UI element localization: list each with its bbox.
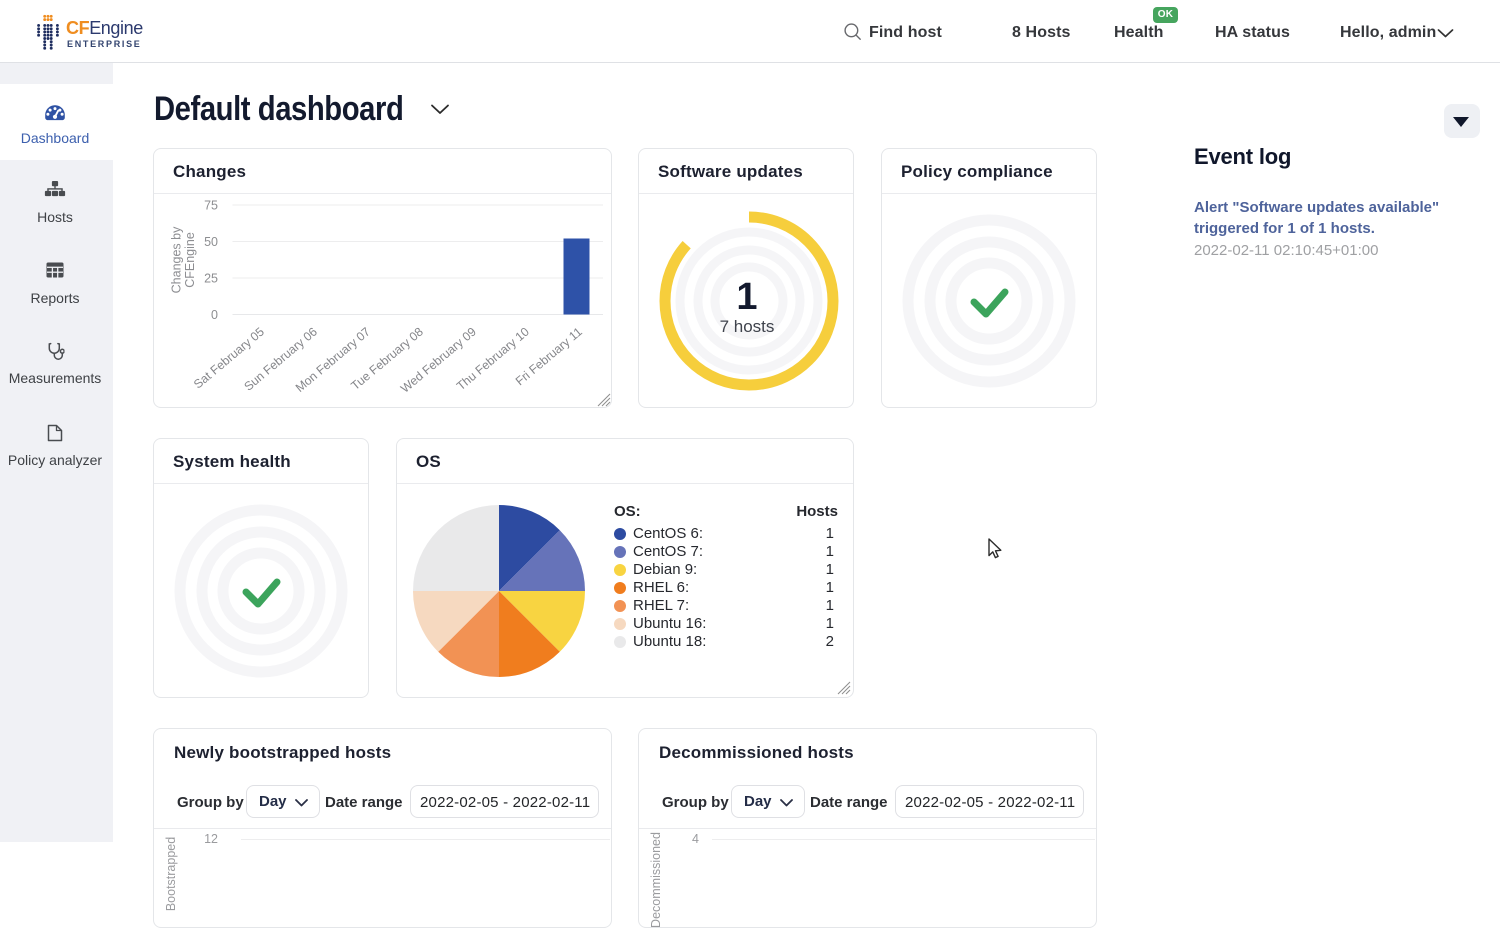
svg-text:Bootstrapped: Bootstrapped xyxy=(164,837,178,911)
svg-text:75: 75 xyxy=(204,199,218,213)
svg-text:25: 25 xyxy=(204,272,218,286)
svg-text:0: 0 xyxy=(211,308,218,322)
svg-text:4: 4 xyxy=(692,832,699,846)
svg-text:Changes by: Changes by xyxy=(170,226,184,293)
svg-text:50: 50 xyxy=(204,235,218,249)
svg-text:Decommissioned: Decommissioned xyxy=(649,832,663,927)
svg-text:CFEngine: CFEngine xyxy=(183,232,197,288)
svg-text:12: 12 xyxy=(204,832,218,846)
